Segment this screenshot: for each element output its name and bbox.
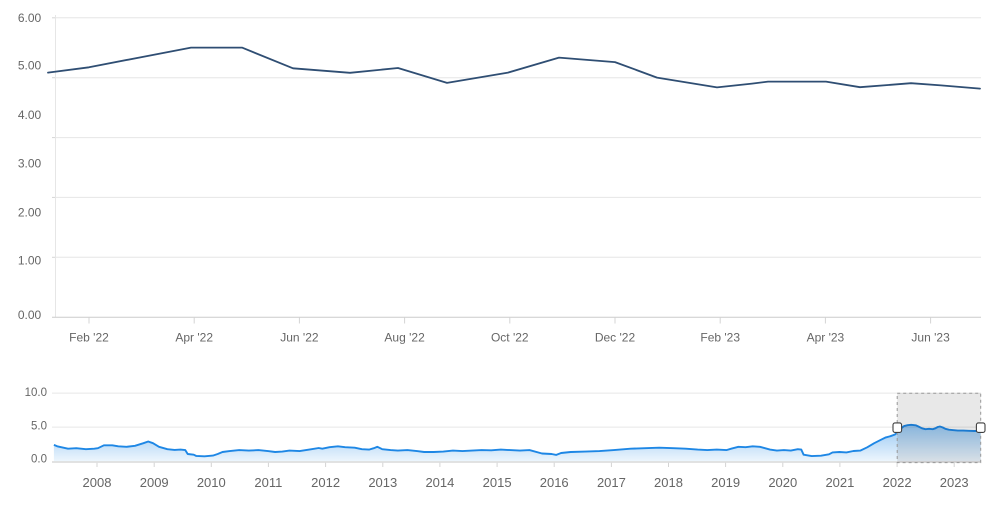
svg-text:0.00: 0.00	[18, 308, 42, 322]
svg-text:5.0: 5.0	[31, 421, 47, 433]
svg-text:2010: 2010	[197, 475, 226, 490]
svg-text:4.00: 4.00	[18, 108, 42, 122]
svg-text:Jun '22: Jun '22	[280, 330, 319, 344]
svg-text:2019: 2019	[711, 475, 740, 490]
svg-text:10.0: 10.0	[25, 387, 47, 399]
svg-text:2017: 2017	[597, 475, 626, 490]
svg-text:2015: 2015	[483, 475, 512, 490]
svg-text:1.00: 1.00	[18, 254, 42, 268]
svg-text:0.0: 0.0	[31, 454, 47, 466]
svg-text:2021: 2021	[825, 475, 854, 490]
svg-text:2016: 2016	[540, 475, 569, 490]
svg-text:6.00: 6.00	[18, 11, 42, 25]
svg-text:2013: 2013	[368, 475, 397, 490]
svg-text:2020: 2020	[768, 475, 797, 490]
svg-text:2018: 2018	[654, 475, 683, 490]
svg-text:2011: 2011	[254, 475, 282, 490]
svg-text:Jun '23: Jun '23	[911, 330, 950, 344]
svg-text:Feb '22: Feb '22	[69, 330, 109, 344]
svg-text:Apr '23: Apr '23	[807, 330, 845, 344]
svg-text:5.00: 5.00	[18, 59, 42, 73]
svg-text:Dec '22: Dec '22	[595, 330, 636, 344]
svg-text:2023: 2023	[940, 475, 969, 490]
svg-text:2012: 2012	[311, 475, 340, 490]
svg-text:3.00: 3.00	[18, 156, 42, 170]
svg-text:2.00: 2.00	[18, 205, 42, 219]
svg-text:2022: 2022	[883, 475, 912, 490]
svg-text:2009: 2009	[140, 475, 169, 490]
svg-text:Oct '22: Oct '22	[491, 330, 529, 344]
svg-text:Feb '23: Feb '23	[700, 330, 740, 344]
svg-text:2014: 2014	[425, 475, 454, 490]
svg-text:Apr '22: Apr '22	[175, 330, 213, 344]
svg-text:2008: 2008	[83, 475, 112, 490]
svg-text:Aug '22: Aug '22	[384, 330, 425, 344]
